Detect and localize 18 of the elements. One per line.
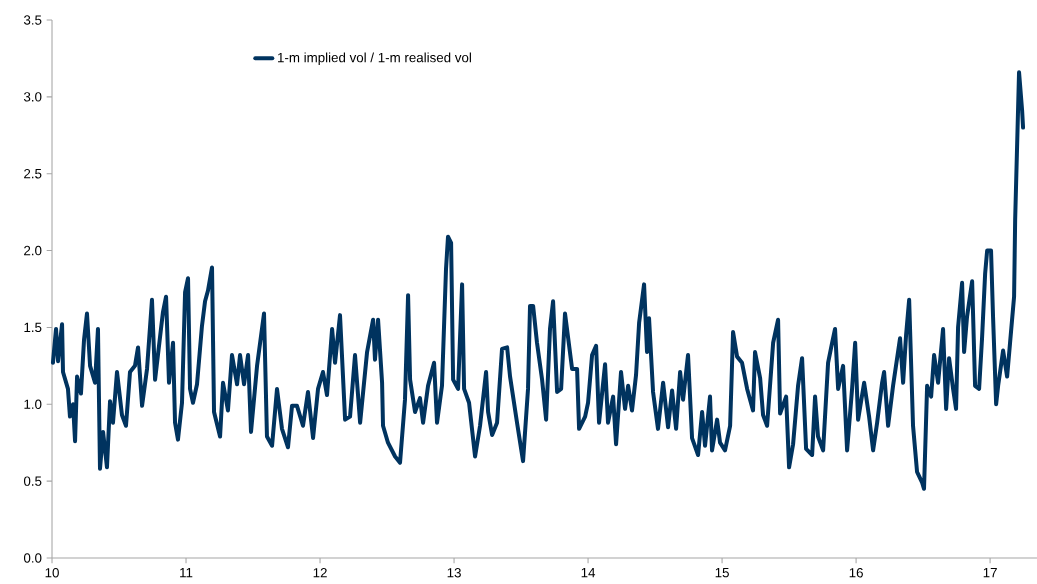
x-tick-label: 12 bbox=[313, 568, 327, 578]
x-tick-label: 16 bbox=[849, 568, 863, 578]
y-tick-label: 1.0 bbox=[24, 399, 42, 409]
y-tick-label: 2.5 bbox=[24, 168, 42, 179]
legend-label: 1-m implied vol / 1-m realised vol bbox=[278, 52, 471, 65]
y-tick-label: 2.0 bbox=[24, 245, 42, 256]
x-tick-label: 10 bbox=[45, 568, 59, 578]
y-tick-label: 0.5 bbox=[23, 476, 42, 486]
y-tick-label: 3.0 bbox=[23, 92, 42, 102]
x-tick-label: 13 bbox=[447, 568, 461, 578]
x-tick-label: 17 bbox=[983, 568, 997, 578]
x-tick-label: 15 bbox=[715, 568, 729, 578]
y-tick-label: 0.0 bbox=[23, 553, 42, 563]
y-tick-label: 3.5 bbox=[23, 15, 42, 25]
line-series bbox=[50, 70, 1026, 491]
y-tick-label: 1.5 bbox=[24, 322, 42, 333]
x-tick-label: 11 bbox=[180, 568, 193, 578]
x-tick-label: 14 bbox=[581, 568, 596, 578]
